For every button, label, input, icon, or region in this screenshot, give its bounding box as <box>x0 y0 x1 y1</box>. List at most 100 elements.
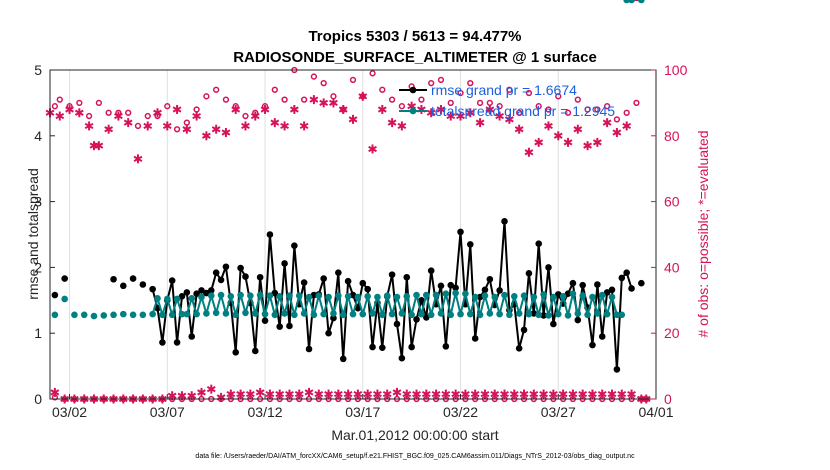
possible-marker <box>300 96 308 103</box>
spread-point <box>525 310 533 318</box>
spread-point <box>540 291 547 298</box>
possible-marker <box>457 89 464 97</box>
spread-point <box>476 311 484 319</box>
evaluated-marker <box>143 121 153 131</box>
spread-point <box>598 291 606 299</box>
spread-point <box>173 295 181 303</box>
evaluated-marker <box>153 108 162 118</box>
possible-marker <box>428 80 435 87</box>
possible-marker <box>154 112 161 120</box>
spread-point <box>408 311 415 319</box>
spread-point <box>403 293 411 300</box>
legend-marker-rmse <box>409 86 417 94</box>
y-axis-label: rmse and totalspread <box>25 168 41 300</box>
rmse-point <box>603 289 611 296</box>
spread-point <box>315 292 323 299</box>
spread-point <box>374 293 381 301</box>
evaluated-marker <box>553 131 563 141</box>
rmse-point <box>398 354 406 362</box>
spread-point <box>442 290 450 298</box>
spread-point <box>447 311 455 319</box>
evaluated-marker <box>392 387 402 397</box>
spread-point <box>359 310 367 318</box>
evaluated-marker <box>231 104 241 114</box>
rmse-point <box>501 218 508 225</box>
rmse-point <box>594 281 601 288</box>
rmse-point <box>403 273 411 281</box>
rmse-point <box>618 274 626 282</box>
rmse-point <box>569 279 577 287</box>
spread-point <box>237 291 244 299</box>
evaluated-marker <box>309 95 319 105</box>
y-right-tick-label: 20 <box>664 325 680 341</box>
possible-marker <box>76 99 83 107</box>
spread-point <box>535 311 543 319</box>
possible-marker <box>603 103 611 110</box>
spread-point <box>584 311 591 319</box>
spread-point <box>579 292 586 299</box>
spread-point <box>491 293 499 301</box>
spread-point <box>80 311 88 319</box>
spread-point <box>139 311 147 319</box>
y-tick-label: 0 <box>34 391 42 407</box>
x-tick-label: 04/01 <box>638 404 673 420</box>
x-tick-label: 03/27 <box>541 404 576 420</box>
evaluated-marker <box>456 111 465 121</box>
possible-marker <box>447 99 454 107</box>
possible-marker <box>242 112 249 120</box>
rmse-point <box>207 287 215 294</box>
rmse-point <box>481 286 489 294</box>
rmse-point <box>466 241 474 248</box>
evaluated-marker <box>206 384 216 394</box>
rmse-point <box>203 289 210 297</box>
rmse-point <box>574 316 582 324</box>
rmse-point <box>256 273 264 281</box>
possible-marker <box>134 122 142 130</box>
rmse-point <box>613 366 621 373</box>
evaluated-marker <box>319 98 329 108</box>
spread-point <box>149 310 156 318</box>
possible-marker <box>359 93 366 100</box>
possible-marker <box>564 109 572 116</box>
rmse-point <box>232 348 240 356</box>
spread-point <box>320 310 327 318</box>
spread-point <box>369 310 376 317</box>
possible-marker <box>418 96 425 103</box>
spread-point <box>383 292 391 299</box>
spread-point <box>462 290 469 298</box>
evaluated-marker <box>299 121 309 131</box>
rmse-point <box>300 279 308 286</box>
chart-title: Tropics 5303 / 5613 = 94.477% <box>308 28 521 45</box>
possible-marker <box>232 103 239 110</box>
rmse-point <box>638 279 645 287</box>
evaluated-marker <box>524 147 534 157</box>
evaluated-marker <box>563 137 573 147</box>
spread-point <box>486 310 494 317</box>
possible-marker <box>516 109 523 116</box>
evaluated-marker <box>65 104 74 114</box>
evaluated-marker <box>123 118 133 128</box>
spread-point <box>271 311 279 319</box>
y-tick-label: 1 <box>34 325 42 341</box>
possible-marker <box>525 89 533 97</box>
possible-marker <box>261 103 269 110</box>
spread-point <box>203 310 210 317</box>
spread-point <box>437 310 445 317</box>
rmse-point <box>237 264 244 272</box>
spread-point <box>193 310 200 318</box>
possible-marker <box>574 96 581 103</box>
possible-marker <box>105 109 112 116</box>
y-right-tick-label: 60 <box>664 194 680 210</box>
spread-point <box>100 312 108 319</box>
rmse-point <box>442 343 450 350</box>
rmse-point <box>564 290 572 298</box>
spread-point <box>90 312 98 320</box>
rmse-point <box>598 333 606 340</box>
rmse-point <box>110 275 117 283</box>
rmse-point <box>330 314 337 322</box>
possible-marker <box>555 93 562 100</box>
spread-point <box>291 311 298 319</box>
evaluated-marker <box>426 108 436 118</box>
evaluated-marker <box>192 111 202 121</box>
